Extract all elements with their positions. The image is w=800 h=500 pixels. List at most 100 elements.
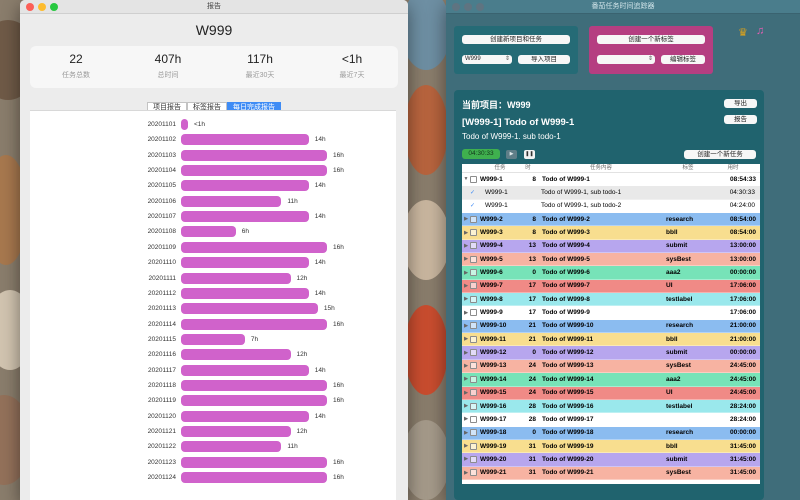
- zoom-button[interactable]: [50, 3, 58, 11]
- task-tag: bbll: [666, 229, 678, 237]
- task-row[interactable]: ▶ W999-14 24 Todo of W999-14 aaa2 24:45:00: [462, 373, 760, 387]
- subtask-row[interactable]: ✓ W999-1 Todo of W999-1, sub todo-2 04:24:0…: [462, 199, 760, 214]
- task-row[interactable]: ▶ W999-16 28 Todo of W999-16 testlabel 28:24:…: [462, 399, 760, 414]
- task-row[interactable]: ▶ W999-8 17 Todo of W999-8 testlabel 17:06:00: [462, 293, 760, 307]
- disclosure-closed-icon[interactable]: ▶: [464, 282, 468, 289]
- minimize-button[interactable]: [464, 3, 472, 11]
- task-checkbox[interactable]: [470, 349, 477, 357]
- task-row[interactable]: ▶ W999-18 0 Todo of W999-18 research 00:00:00: [462, 426, 760, 440]
- task-checkbox[interactable]: [470, 442, 477, 450]
- project-select[interactable]: W999 ⇕: [462, 55, 512, 64]
- task-checkbox[interactable]: [470, 375, 477, 383]
- task-row[interactable]: ▶ W999-13 24 Todo of W999-13 sysBest 24:45:00: [462, 359, 760, 374]
- task-checkbox[interactable]: [470, 415, 477, 423]
- minimize-button[interactable]: [38, 3, 46, 11]
- current-task-title: [W999-1] Todo of W999-1: [462, 117, 575, 128]
- disclosure-closed-icon[interactable]: ▶: [464, 322, 468, 329]
- task-row[interactable]: ▼ W999-1 8 Todo of W999-1 08:54:33: [462, 173, 760, 187]
- task-row[interactable]: ▶ W999-15 24 Todo of W999-15 UI 24:45:00: [462, 386, 760, 400]
- disclosure-closed-icon[interactable]: ▶: [464, 336, 468, 343]
- disclosure-closed-icon[interactable]: ▶: [464, 242, 468, 249]
- disclosure-closed-icon[interactable]: ▶: [464, 416, 468, 423]
- disclosure-closed-icon[interactable]: ▶: [464, 469, 468, 476]
- task-time: 28:24:00: [729, 402, 756, 410]
- zoom-button[interactable]: [476, 3, 484, 11]
- new-task-button[interactable]: 创建一个新任务: [684, 150, 756, 159]
- task-row[interactable]: ▶ W999-3 8 Todo of W999-3 bbll 08:54:00: [462, 226, 760, 240]
- task-checkbox[interactable]: [470, 429, 477, 437]
- disclosure-closed-icon[interactable]: ▶: [464, 389, 468, 396]
- task-row[interactable]: ▶ W999-7 17 Todo of W999-7 UI 17:06:00: [462, 279, 760, 294]
- edit-tag-button[interactable]: 编辑标签: [661, 55, 705, 64]
- task-checkbox[interactable]: [470, 389, 477, 397]
- play-icon[interactable]: ▶: [506, 150, 517, 159]
- task-checkbox[interactable]: [470, 295, 477, 303]
- task-checkbox[interactable]: [470, 175, 477, 183]
- import-project-button[interactable]: 导入项目: [518, 55, 570, 64]
- task-checkbox[interactable]: [470, 255, 477, 263]
- task-row[interactable]: ▶ W999-11 21 Todo of W999-11 bbll 21:00:00: [462, 333, 760, 347]
- disclosure-closed-icon[interactable]: ▶: [464, 296, 468, 303]
- task-checkbox[interactable]: [470, 362, 477, 370]
- task-row[interactable]: ▶ W999-17 28 Todo of W999-17 28:24:00: [462, 413, 760, 427]
- task-checkbox[interactable]: [470, 335, 477, 343]
- tag-select[interactable]: ⇕: [597, 55, 655, 64]
- task-row[interactable]: ▶ W999-10 21 Todo of W999-10 research 21:00:0…: [462, 319, 760, 334]
- tracker-titlebar: 番茄任务时间追踪器: [446, 0, 800, 14]
- task-checkbox[interactable]: [470, 215, 477, 223]
- close-button[interactable]: [452, 3, 460, 11]
- task-row[interactable]: ▶ W999-5 13 Todo of W999-5 sysBest 13:00:00: [462, 253, 760, 267]
- disclosure-closed-icon[interactable]: ▶: [464, 429, 468, 436]
- disclosure-closed-icon[interactable]: ▶: [464, 403, 468, 410]
- task-checkbox[interactable]: [470, 402, 477, 410]
- task-row[interactable]: ▶ W999-21 31 Todo of W999-21 sysBest 31:45:00: [462, 466, 760, 480]
- bar-date-label: 20201114: [148, 320, 176, 328]
- music-icon[interactable]: ♫: [756, 25, 765, 37]
- disclosure-closed-icon[interactable]: ▶: [464, 456, 468, 463]
- disclosure-closed-icon[interactable]: ▶: [464, 269, 468, 276]
- task-checkbox[interactable]: [470, 309, 477, 317]
- disclosure-closed-icon[interactable]: ▶: [464, 229, 468, 236]
- bar: [181, 333, 245, 345]
- disclosure-closed-icon[interactable]: ▶: [464, 256, 468, 263]
- task-checkbox[interactable]: [470, 455, 477, 463]
- new-tag-button[interactable]: 创建一个新标签: [597, 35, 705, 44]
- task-row[interactable]: ▶ W999-12 0 Todo of W999-12 submit 00:00:00: [462, 346, 760, 360]
- task-checkbox[interactable]: [470, 469, 477, 477]
- export-button[interactable]: 导出: [724, 99, 757, 108]
- task-content: Todo of W999-12: [542, 349, 594, 357]
- task-row[interactable]: ▶ W999-2 8 Todo of W999-2 research 08:54:00: [462, 213, 760, 227]
- subtask-row[interactable]: ✓ W999-1 Todo of W999-1, sub todo-1 04:30:3…: [462, 186, 760, 200]
- disclosure-closed-icon[interactable]: ▶: [464, 349, 468, 356]
- task-row[interactable]: ▶ W999-9 17 Todo of W999-9 17:06:00: [462, 306, 760, 320]
- task-hours: 28: [528, 415, 536, 423]
- disclosure-closed-icon[interactable]: ▶: [464, 216, 468, 223]
- task-content: Todo of W999-5: [542, 255, 590, 263]
- report-button[interactable]: 报告: [724, 115, 757, 124]
- disclosure-closed-icon[interactable]: ▶: [464, 443, 468, 450]
- new-project-task-button[interactable]: 创建新项目和任务: [462, 35, 570, 44]
- disclosure-closed-icon[interactable]: ▶: [464, 362, 468, 369]
- disclosure-open-icon[interactable]: ▼: [463, 176, 469, 183]
- task-row[interactable]: ▶ W999-20 31 Todo of W999-20 submit 31:45:00: [462, 453, 760, 467]
- task-row[interactable]: ▶ W999-4 13 Todo of W999-4 submit 13:00:00: [462, 239, 760, 254]
- disclosure-closed-icon[interactable]: ▶: [464, 309, 468, 316]
- close-button[interactable]: [26, 3, 34, 11]
- task-checkbox[interactable]: [470, 269, 477, 277]
- pause-icon[interactable]: ❚❚: [524, 150, 535, 159]
- bar: [181, 272, 291, 284]
- task-checkbox[interactable]: [470, 322, 477, 330]
- task-checkbox[interactable]: [470, 242, 477, 250]
- task-checkbox[interactable]: [470, 229, 477, 237]
- bar-value-label: 12h: [296, 274, 308, 282]
- task-row[interactable]: ▶ W999-19 31 Todo of W999-19 bbll 31:45:00: [462, 439, 760, 454]
- task-id: W999-10: [480, 322, 507, 330]
- bar-value-label: 16h: [333, 243, 344, 251]
- disclosure-closed-icon[interactable]: ▶: [464, 376, 468, 383]
- task-checkbox[interactable]: [470, 282, 477, 290]
- task-row[interactable]: ▶ W999-6 0 Todo of W999-6 aaa2 00:00:00: [462, 266, 760, 280]
- bar: [181, 287, 309, 299]
- header-task: 任务: [494, 165, 506, 171]
- crown-icon[interactable]: ♛: [738, 27, 748, 39]
- task-hours: 8: [532, 215, 536, 223]
